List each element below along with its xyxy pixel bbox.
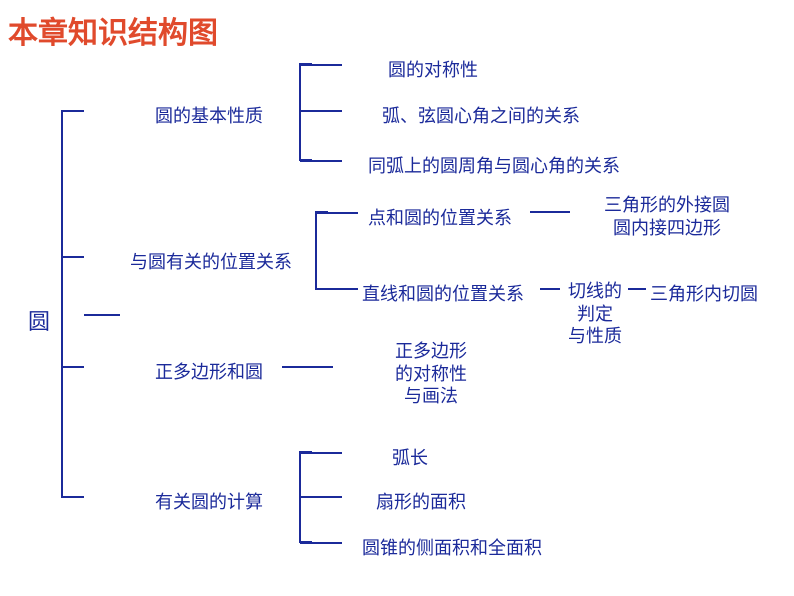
l4-incircle: 三角形内切圆: [650, 280, 758, 306]
l3-arc-length: 弧长: [392, 444, 428, 470]
diagram-canvas: 本章知识结构图 圆 圆的基本性质 与圆有关的位置关系 正多边形和圆 有关圆的计算…: [0, 0, 794, 596]
root-node: 圆: [28, 304, 50, 336]
l2-position-rel: 与圆有关的位置关系: [130, 248, 292, 274]
l3-cone-area: 圆锥的侧面积和全面积: [362, 534, 542, 560]
l3-sector-area: 扇形的面积: [376, 488, 466, 514]
l4-tangent-props: 切线的判定与性质: [568, 280, 622, 348]
l3-line-circle: 直线和圆的位置关系: [362, 280, 524, 306]
diagram-title: 本章知识结构图: [8, 8, 218, 52]
l2-basic-props: 圆的基本性质: [155, 102, 263, 128]
l3-arc-chord: 弧、弦圆心角之间的关系: [382, 102, 580, 128]
l3-inscribed-angle: 同弧上的圆周角与圆心角的关系: [368, 152, 620, 178]
l2-regular-poly: 正多边形和圆: [155, 358, 263, 384]
l3-point-circle: 点和圆的位置关系: [368, 204, 512, 230]
l2-calculations: 有关圆的计算: [155, 488, 263, 514]
l3-symmetry: 圆的对称性: [388, 56, 478, 82]
l4-triangle-circum: 三角形的外接圆圆内接四边形: [604, 194, 730, 239]
l3-poly-symmetry: 正多边形的对称性与画法: [395, 340, 467, 408]
